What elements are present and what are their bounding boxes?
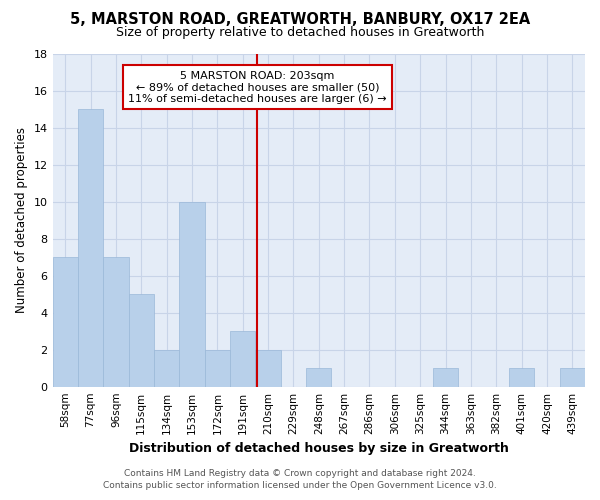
- Bar: [306, 368, 331, 386]
- Bar: [256, 350, 281, 387]
- Text: Size of property relative to detached houses in Greatworth: Size of property relative to detached ho…: [116, 26, 484, 39]
- Bar: [433, 368, 458, 386]
- Text: 5, MARSTON ROAD, GREATWORTH, BANBURY, OX17 2EA: 5, MARSTON ROAD, GREATWORTH, BANBURY, OX…: [70, 12, 530, 28]
- Y-axis label: Number of detached properties: Number of detached properties: [15, 128, 28, 314]
- Bar: [205, 350, 230, 387]
- Bar: [560, 368, 585, 386]
- Bar: [230, 331, 256, 386]
- Bar: [78, 110, 103, 386]
- Bar: [53, 258, 78, 386]
- Bar: [509, 368, 534, 386]
- Bar: [179, 202, 205, 386]
- Text: 5 MARSTON ROAD: 203sqm
← 89% of detached houses are smaller (50)
11% of semi-det: 5 MARSTON ROAD: 203sqm ← 89% of detached…: [128, 70, 387, 104]
- X-axis label: Distribution of detached houses by size in Greatworth: Distribution of detached houses by size …: [129, 442, 509, 455]
- Bar: [103, 258, 128, 386]
- Bar: [154, 350, 179, 387]
- Bar: [128, 294, 154, 386]
- Text: Contains HM Land Registry data © Crown copyright and database right 2024.
Contai: Contains HM Land Registry data © Crown c…: [103, 468, 497, 490]
